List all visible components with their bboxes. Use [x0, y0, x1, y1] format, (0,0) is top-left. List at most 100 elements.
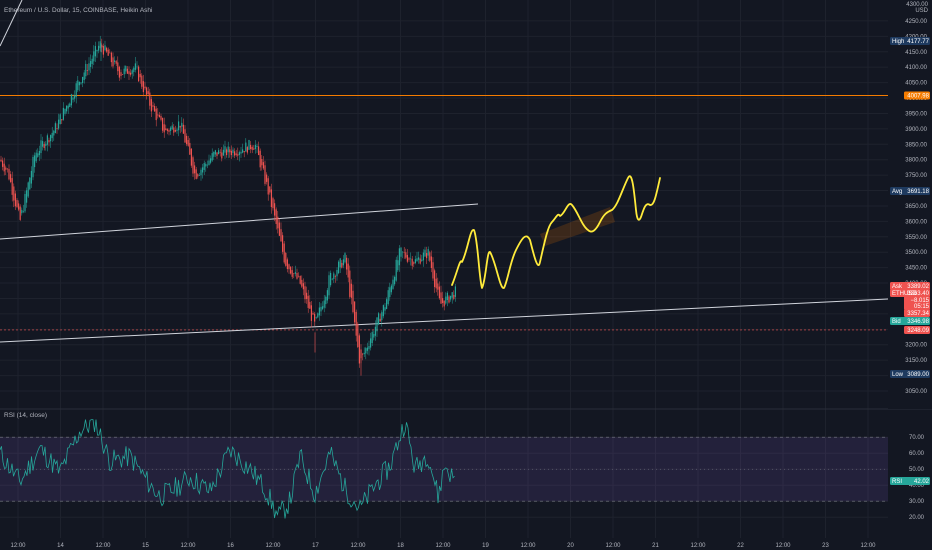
candle-body — [310, 305, 312, 321]
time-axis[interactable]: 12:00 14 12:00 15 12:00 16 12:00 17 12:00 18 12:00… — [0, 538, 932, 550]
price-tick-label: 4050.00 — [905, 81, 927, 87]
candle-body — [290, 266, 292, 274]
candle-body — [141, 75, 143, 87]
candle-body — [38, 150, 40, 156]
candle-body — [435, 278, 437, 289]
time-tick-label: 23 — [822, 543, 829, 549]
candle-body — [341, 262, 343, 268]
candle-body — [166, 129, 168, 131]
candle-body — [74, 95, 76, 99]
projection-path[interactable] — [451, 175, 661, 289]
candle-body — [149, 92, 151, 106]
price-tick-label: 3750.00 — [905, 173, 927, 179]
candle-body — [16, 199, 18, 207]
candle-body — [128, 71, 130, 75]
price-tick-label: 3450.00 — [905, 266, 927, 272]
candle-body — [443, 300, 445, 307]
candle-body — [98, 45, 100, 51]
bid-badge-value: 3346.98 — [907, 319, 929, 325]
candle-body — [264, 165, 266, 184]
candle-body — [411, 258, 413, 266]
candle-body — [434, 270, 436, 287]
candle-body — [330, 272, 332, 286]
candle-body — [379, 318, 381, 322]
candle-body — [34, 155, 36, 168]
candle-body — [53, 130, 55, 136]
candle-body — [294, 272, 296, 274]
candle-body — [195, 169, 197, 179]
rsi-title: RSI (14, close) — [4, 412, 47, 419]
candle-body — [235, 153, 237, 156]
candle-body — [152, 105, 154, 107]
price-tick-label: 3900.00 — [905, 127, 927, 133]
candle-body — [296, 272, 298, 279]
candle-body — [254, 144, 256, 150]
candle-body — [349, 270, 351, 297]
price-badge-label: ETHUSD — [892, 291, 917, 297]
rsi-axis[interactable]: 70.00 60.00 50.00 40.00 30.00 20.00 — [888, 410, 932, 538]
candle-body — [162, 117, 164, 131]
candle-body — [269, 186, 271, 193]
candle-body — [32, 156, 34, 178]
candle-body — [40, 140, 42, 154]
candle-body — [328, 275, 330, 296]
candle-body — [85, 63, 87, 77]
time-axis-bg — [0, 538, 932, 550]
candle-body — [80, 82, 82, 84]
candle-body — [245, 142, 247, 152]
candle-body — [106, 47, 108, 52]
rsi-badge-value: 42.02 — [914, 479, 930, 485]
time-tick-label: 12:00 — [95, 543, 111, 549]
candle-body — [160, 116, 162, 120]
candle-body — [173, 127, 175, 133]
candle-body — [446, 292, 448, 301]
lower-channel-line — [0, 298, 889, 343]
candle-body — [14, 193, 16, 207]
candle-body — [18, 203, 20, 210]
candle-body — [6, 168, 8, 170]
candle-body — [194, 165, 196, 174]
candle-body — [451, 292, 453, 298]
time-tick-label: 12:00 — [690, 543, 706, 549]
candle-body — [282, 235, 284, 252]
candle-body — [139, 73, 141, 78]
price-axis[interactable]: 4300.00USD4250.004200.004150.004100.0040… — [888, 0, 932, 409]
time-tick-label: 22 — [737, 543, 744, 549]
candle-body — [150, 99, 152, 112]
candle-body — [408, 258, 410, 260]
time-tick-label: 12:00 — [860, 543, 876, 549]
candle-body — [203, 163, 205, 170]
candle-body — [365, 348, 367, 354]
candle-body — [405, 252, 407, 258]
candle-body — [123, 68, 125, 75]
candle-body — [51, 132, 53, 139]
candle-body — [83, 72, 85, 80]
price-badges: High 4177.77 4007.98 Avg 3691.18 Ask 3389.02ET… — [890, 37, 930, 485]
candle-body — [91, 58, 93, 64]
price-tick-label: 3550.00 — [905, 235, 927, 241]
candle-body — [453, 294, 455, 299]
candle-body — [72, 97, 74, 100]
candle-body — [213, 152, 215, 157]
candle-body — [3, 163, 5, 172]
avg-badge-bg — [890, 187, 930, 195]
rsi-tick-label: 30.00 — [909, 499, 925, 505]
candle-body — [154, 106, 156, 112]
candle-body — [211, 153, 213, 161]
candle-body — [307, 295, 309, 308]
high-badge-value: 4177.77 — [907, 39, 929, 45]
candle-body — [414, 259, 416, 264]
price-badge-bg — [890, 289, 930, 297]
candle-body — [326, 290, 328, 301]
candle-body — [317, 313, 319, 318]
candle-body — [114, 60, 116, 62]
candle-body — [42, 141, 44, 147]
candle-body — [333, 273, 335, 279]
candle-body — [237, 154, 239, 156]
candle-body — [358, 335, 360, 364]
candle-body — [64, 108, 66, 114]
candle-body — [21, 209, 23, 214]
candle-body — [398, 248, 400, 266]
candle-body — [306, 292, 308, 299]
